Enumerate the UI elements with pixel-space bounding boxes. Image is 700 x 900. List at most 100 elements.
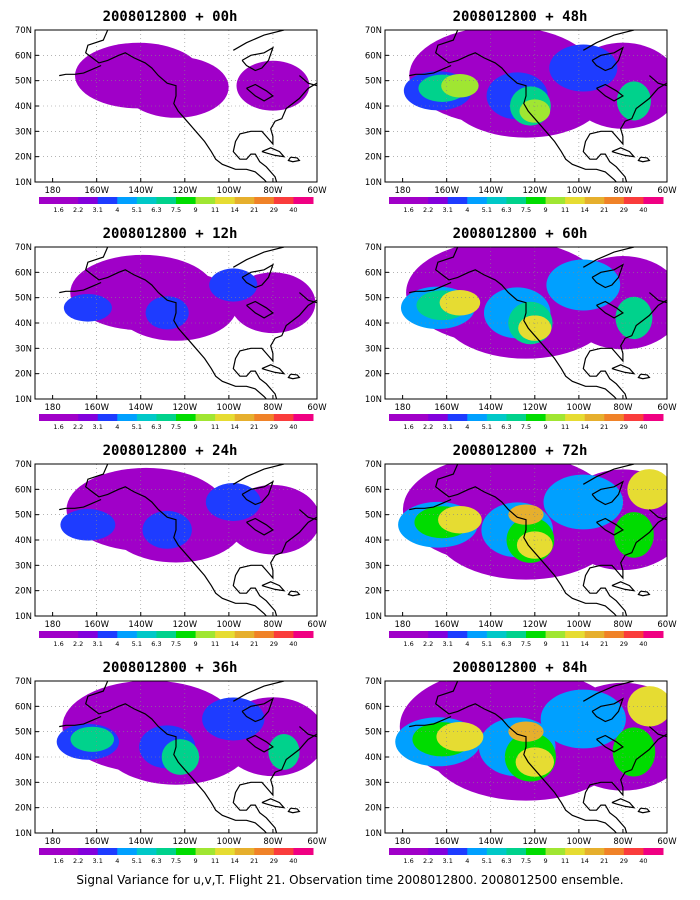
bay-outline — [241, 480, 274, 506]
lon-tick-label: 120W — [172, 620, 197, 630]
lon-tick-label: 160W — [84, 837, 109, 847]
colorbar-swatch — [136, 414, 157, 421]
map-plot: 70N 60N 50N 40N 30N 20N 10N 180 160W 140W 120W 100W… — [365, 26, 677, 214]
lon-tick-label: 100W — [567, 186, 592, 196]
colorbar-label: 14 — [581, 206, 589, 214]
colorbar-swatch — [604, 197, 625, 204]
coastline — [435, 30, 667, 182]
colorbar-swatch — [623, 631, 644, 638]
colorbar: 1.6 2.2 3.1 4 5.1 6.3 7.5 9 11 14 21 29 40 — [389, 197, 664, 214]
colorbar-swatch — [623, 197, 644, 204]
colorbar-swatch — [273, 848, 294, 855]
island-outline — [637, 807, 651, 814]
colorbar-swatch — [389, 631, 410, 638]
colorbar-label: 14 — [231, 206, 239, 214]
shade-blob — [236, 60, 310, 111]
colorbar-swatch — [215, 631, 236, 638]
lat-tick-label: 10N — [15, 829, 32, 839]
colorbar-swatch — [254, 414, 275, 421]
colorbar-swatch — [408, 197, 429, 204]
colorbar-label: 4 — [115, 640, 119, 648]
coastlines — [409, 247, 667, 399]
lon-tick-label: 140W — [478, 837, 503, 847]
colorbar-label: 40 — [289, 206, 297, 214]
lat-tick-label: 60N — [365, 268, 382, 278]
colorbar-label: 1.6 — [53, 640, 63, 648]
colorbar-label: 9 — [544, 640, 548, 648]
colorbar-swatch — [623, 414, 644, 421]
colorbar-swatch — [117, 197, 138, 204]
coastline — [649, 509, 667, 521]
lon-tick-label: 120W — [522, 403, 547, 413]
coastline — [583, 464, 635, 485]
colorbar-label: 3.1 — [93, 640, 103, 648]
colorbar-label: 6.3 — [501, 857, 511, 865]
lon-tick-label: 80W — [613, 186, 633, 196]
colorbar-label: 2.2 — [73, 206, 83, 214]
lon-tick-label: 140W — [128, 837, 153, 847]
colorbar-label: 40 — [639, 423, 647, 431]
lon-tick-label: 80W — [263, 837, 283, 847]
island-outline — [287, 156, 301, 163]
shade-blob — [549, 44, 618, 92]
lon-tick-label: 140W — [128, 403, 153, 413]
island-outline — [637, 156, 651, 163]
colorbar-swatch — [643, 414, 664, 421]
map-plot: 70N 60N 50N 40N 30N 20N 10N 180 160W 140W 120W 100W… — [365, 243, 677, 431]
map-plot: 70N 60N 50N 40N 30N 20N 10N 180 160W 140W 120W 100W… — [15, 460, 327, 648]
lon-tick-label: 100W — [217, 837, 242, 847]
lake-outline — [246, 734, 274, 753]
coastline — [85, 30, 317, 182]
island-outline — [611, 147, 636, 158]
lon-tick-label: 120W — [172, 403, 197, 413]
lat-tick-label: 10N — [365, 829, 382, 839]
colorbar-label: 5.1 — [482, 640, 492, 648]
colorbar-swatch — [234, 848, 255, 855]
bay-outline — [591, 480, 624, 506]
lat-tick-label: 60N — [15, 51, 32, 61]
lat-tick-label: 20N — [15, 153, 32, 163]
lon-tick-label: 60W — [657, 186, 677, 196]
colorbar-swatch — [195, 848, 216, 855]
colorbar-swatch — [604, 848, 625, 855]
colorbar-swatch — [643, 631, 664, 638]
colorbar-label: 29 — [270, 857, 278, 865]
colorbar: 1.6 2.2 3.1 4 5.1 6.3 7.5 9 11 14 21 29 40 — [389, 414, 664, 431]
coastlines — [59, 30, 317, 182]
variance-field — [35, 30, 317, 182]
colorbar-label: 11 — [211, 640, 219, 648]
map-panel: 2008012800 + 72h 70N 60N 50N 40N 30N 20N 10N 18… — [355, 442, 685, 657]
coastline — [649, 75, 667, 87]
colorbar: 1.6 2.2 3.1 4 5.1 6.3 7.5 9 11 14 21 29 40 — [39, 848, 314, 865]
colorbar-label: 5.1 — [482, 206, 492, 214]
colorbar-label: 11 — [561, 423, 569, 431]
colorbar-label: 3.1 — [93, 206, 103, 214]
colorbar-swatch — [486, 848, 507, 855]
colorbar-label: 29 — [270, 423, 278, 431]
lat-tick-label: 70N — [365, 677, 382, 687]
island-chain — [59, 498, 102, 511]
shade-blob — [70, 726, 115, 752]
island-chain — [59, 281, 102, 294]
lon-tick-label: 180 — [395, 620, 411, 630]
colorbar-swatch — [117, 414, 138, 421]
island-outline — [611, 798, 636, 809]
colorbar-label: 1.6 — [53, 206, 63, 214]
coastlines — [409, 681, 667, 833]
colorbar-swatch — [136, 848, 157, 855]
colorbar-label: 29 — [620, 857, 628, 865]
island-outline — [611, 581, 636, 592]
colorbar-label: 3.1 — [443, 640, 453, 648]
lon-tick-label: 160W — [434, 403, 459, 413]
lake-outline — [596, 83, 624, 102]
island-outline — [287, 807, 301, 814]
colorbar-swatch — [623, 848, 644, 855]
variance-field — [35, 681, 317, 833]
figure-caption: Signal Variance for u,v,T. Flight 21. Ob… — [76, 873, 624, 887]
colorbar-label: 1.6 — [403, 640, 413, 648]
colorbar-swatch — [428, 848, 449, 855]
lat-tick-label: 10N — [365, 395, 382, 405]
shade-blob — [205, 483, 261, 521]
colorbar-label: 9 — [194, 640, 198, 648]
coastline — [85, 464, 317, 616]
